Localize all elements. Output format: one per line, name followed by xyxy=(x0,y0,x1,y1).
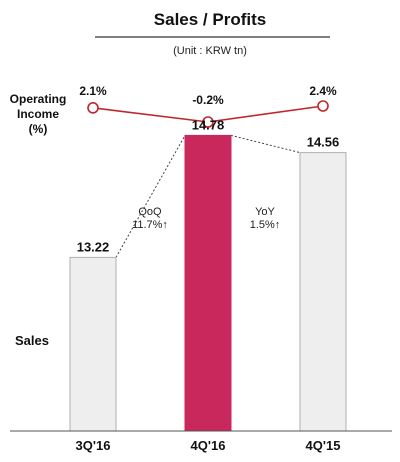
sales-value-label: 14.56 xyxy=(307,135,340,150)
x-axis-tick-label: 3Q'16 xyxy=(76,438,111,453)
line-series: 2.1% -0.2% 2.4% xyxy=(79,84,337,128)
operating-income-label-line: Operating xyxy=(10,92,67,106)
yoy-connector xyxy=(230,134,301,154)
chart-subtitle: (Unit : KRW tn) xyxy=(173,45,247,57)
sales-bar xyxy=(184,134,232,432)
operating-income-point xyxy=(202,116,214,128)
chart-title: Sales / Profits xyxy=(154,10,266,29)
operating-income-point xyxy=(317,100,329,112)
operating-income-value-label: 2.4% xyxy=(309,84,337,98)
operating-income-value-label: -0.2% xyxy=(192,93,224,107)
bar-series-label: Sales xyxy=(15,333,49,348)
operating-income-label-line: (%) xyxy=(29,122,48,136)
qoq-connector xyxy=(115,135,186,258)
change-annotation-label: YoY xyxy=(255,206,275,218)
bar-series: 13.22 14.78 14.56 xyxy=(69,117,347,432)
x-axis-tick-label: 4Q'15 xyxy=(306,438,341,453)
sales-value-label: 14.78 xyxy=(192,117,225,132)
sales-value-label: 13.22 xyxy=(77,239,110,254)
sales-bar xyxy=(299,152,347,432)
x-axis-tick-label: 4Q'16 xyxy=(191,438,226,453)
operating-income-point xyxy=(87,102,99,114)
operating-income-label-line: Income xyxy=(17,107,59,121)
change-annotation-value: 1.5%↑ xyxy=(250,219,281,231)
change-annotation-value: 11.7%↑ xyxy=(132,219,168,231)
sales-bar xyxy=(69,256,117,432)
change-annotation-label: QoQ xyxy=(138,206,162,218)
x-axis: 3Q'16 4Q'16 4Q'15 xyxy=(10,430,392,453)
operating-income-value-label: 2.1% xyxy=(79,84,107,98)
